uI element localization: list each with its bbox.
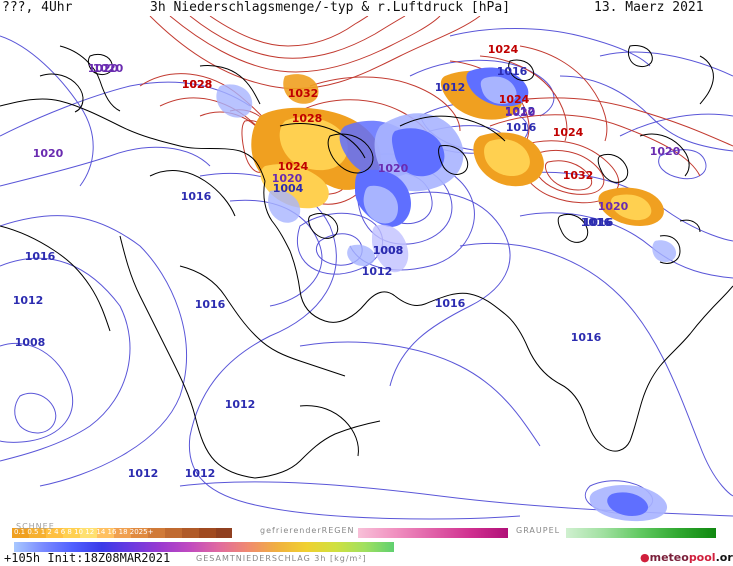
total-colorbar (14, 542, 394, 552)
forecast-hour: +105h Init:18Z08MAR2021 (4, 551, 171, 565)
graupel-label: GRAUPEL (516, 526, 561, 535)
pressure-label: 1016 (195, 298, 226, 311)
pressure-label: 1012 (128, 467, 159, 480)
pressure-label: 1028 (182, 78, 213, 91)
pressure-label: 1008 (373, 244, 404, 257)
pressure-label: 1028 (182, 78, 213, 91)
pressure-label: 1016 (506, 121, 537, 134)
pressure-label: 1028 (292, 112, 323, 125)
pressure-label: 1032 (563, 169, 594, 182)
legend: 0.1 0.5 1 2 4 6 8 10 12 14 16 18 2025+ S… (0, 522, 733, 566)
header-bar: ???, 4Uhr 3h Niederschlagsmenge/-typ & r… (0, 0, 733, 18)
pressure-label: 1024 (553, 126, 584, 139)
pressure-label: 1012 (185, 467, 216, 480)
map-title: 3h Niederschlagsmenge/-typ & r.Luftdruck… (150, 0, 511, 15)
pressure-label: 1020 (272, 172, 303, 185)
pressure-label: 1016 (181, 190, 212, 203)
pressure-label: 1008 (15, 336, 46, 349)
pressure-label: 1020 (378, 162, 409, 175)
freezing-rain-label: gefrierenderREGEN (260, 526, 355, 535)
pressure-label: 1016 (583, 216, 614, 229)
pressure-label: 1016 (497, 65, 528, 78)
weather-map: 1020102810321028102410241020101610121008… (0, 16, 733, 522)
pressure-label: 1020 (598, 200, 629, 213)
header-left: ???, 4Uhr (2, 0, 73, 15)
pressure-label: 1004 (273, 182, 304, 195)
pressure-label: 1032 (288, 87, 319, 100)
freezing-colorbar (358, 528, 508, 538)
pressure-label: 1020 (650, 145, 681, 158)
pressure-label: 1012 (505, 105, 536, 118)
snow-label: SCHNEE (16, 522, 55, 531)
pressure-label: 1016 (25, 250, 56, 263)
pressure-label: 1016 (571, 331, 602, 344)
map-date: 13. Maerz 2021 (594, 0, 704, 15)
coastlines (0, 45, 733, 479)
pressure-label: 1024 (278, 160, 309, 173)
pressure-label: 1012 (225, 398, 256, 411)
rain-scale-text: 0.1 0.5 1 2 4 6 8 10 12 14 16 18 2025+ (14, 528, 154, 536)
pressure-label: 1012 (13, 294, 44, 307)
pressure-label: 1008 (373, 244, 404, 257)
pressure-label: 1012 (435, 81, 466, 94)
graupel-colorbar (566, 528, 716, 538)
pressure-label: 1024 (499, 93, 530, 106)
pressure-label: 1020 (88, 62, 119, 75)
rain-colorbar (12, 528, 232, 538)
pressure-label: 1020 (505, 106, 536, 119)
pressure-label: 1020 (33, 147, 64, 160)
pressure-labels: 1020102810321028102410241020101610121008… (13, 43, 681, 480)
total-label: GESAMTNIEDERSCHLAG 3h [kg/m²] (196, 554, 367, 563)
pressure-label: 1016 (581, 216, 612, 229)
pressure-label: 1016 (435, 297, 466, 310)
pressure-label: 1024 (488, 43, 519, 56)
meteopool-logo: ●meteopool.org (640, 551, 733, 564)
pressure-label: 1012 (362, 265, 393, 278)
pressure-label: 1020 (93, 62, 124, 75)
precipitation-areas (216, 67, 677, 522)
